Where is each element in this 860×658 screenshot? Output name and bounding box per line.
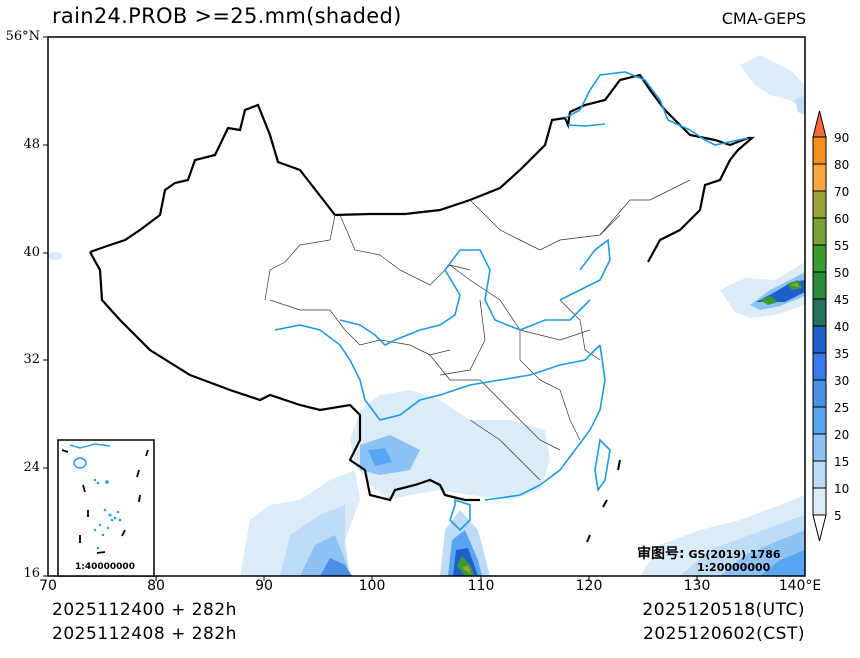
- colorbar: [812, 110, 827, 542]
- x-tick-100: 100: [358, 578, 386, 594]
- axis-ticks: [43, 36, 698, 581]
- colorbar-label-70: 70: [834, 185, 850, 199]
- colorbar-label-15: 15: [834, 455, 850, 469]
- south-china-sea-inset: [57, 439, 155, 577]
- x-tick-130: 130: [683, 578, 711, 594]
- plot-frame: [47, 36, 806, 577]
- x-tick-70: 70: [39, 578, 57, 594]
- main-map-scale: 1:20000000: [697, 561, 771, 574]
- colorbar-label-35: 35: [834, 347, 850, 361]
- model-source-label: CMA-GEPS: [721, 9, 806, 28]
- colorbar-label-90: 90: [834, 131, 850, 145]
- rivers-coastline: [274, 71, 749, 532]
- map-approval-stamp: 审图号: GS(2019) 1786: [637, 543, 781, 563]
- y-tick-24: 24: [23, 460, 40, 475]
- colorbar-label-30: 30: [834, 374, 850, 388]
- x-tick-90: 90: [255, 578, 273, 594]
- disputed-dashes: [586, 459, 621, 543]
- init-time-cst: 2025112408 + 282h: [52, 624, 237, 644]
- x-tick-120: 120: [575, 578, 603, 594]
- colorbar-label-60: 60: [834, 212, 850, 226]
- colorbar-label-55: 55: [834, 239, 850, 253]
- init-time-utc: 2025112400 + 282h: [52, 600, 237, 620]
- china-border: [89, 73, 755, 502]
- valid-time-utc: 2025120518(UTC): [642, 600, 805, 620]
- colorbar-label-45: 45: [834, 293, 850, 307]
- y-tick-16: 16: [23, 566, 40, 581]
- province-borders: [264, 179, 691, 481]
- y-tick-32: 32: [23, 352, 40, 367]
- colorbar-label-80: 80: [834, 158, 850, 172]
- inset-map-scale: 1:40000000: [75, 562, 135, 572]
- colorbar-label-5: 5: [834, 509, 842, 523]
- precip-shading: [48, 55, 805, 576]
- colorbar-label-10: 10: [834, 482, 850, 496]
- x-tick-110: 110: [467, 578, 495, 594]
- colorbar-label-25: 25: [834, 401, 850, 415]
- approval-label: 审图号:: [637, 546, 685, 562]
- colorbar-label-20: 20: [834, 428, 850, 442]
- valid-time-cst: 2025120602(CST): [643, 624, 805, 644]
- x-tick-80: 80: [147, 578, 165, 594]
- y-tick-56: 56°N: [5, 29, 40, 44]
- chart-title: rain24.PROB >=25.mm(shaded): [52, 4, 402, 28]
- y-tick-48: 48: [23, 137, 40, 152]
- colorbar-label-50: 50: [834, 266, 850, 280]
- colorbar-label-40: 40: [834, 320, 850, 334]
- y-tick-40: 40: [23, 245, 40, 260]
- approval-code: GS(2019) 1786: [688, 548, 781, 561]
- x-tick-140: 140°E: [778, 578, 822, 594]
